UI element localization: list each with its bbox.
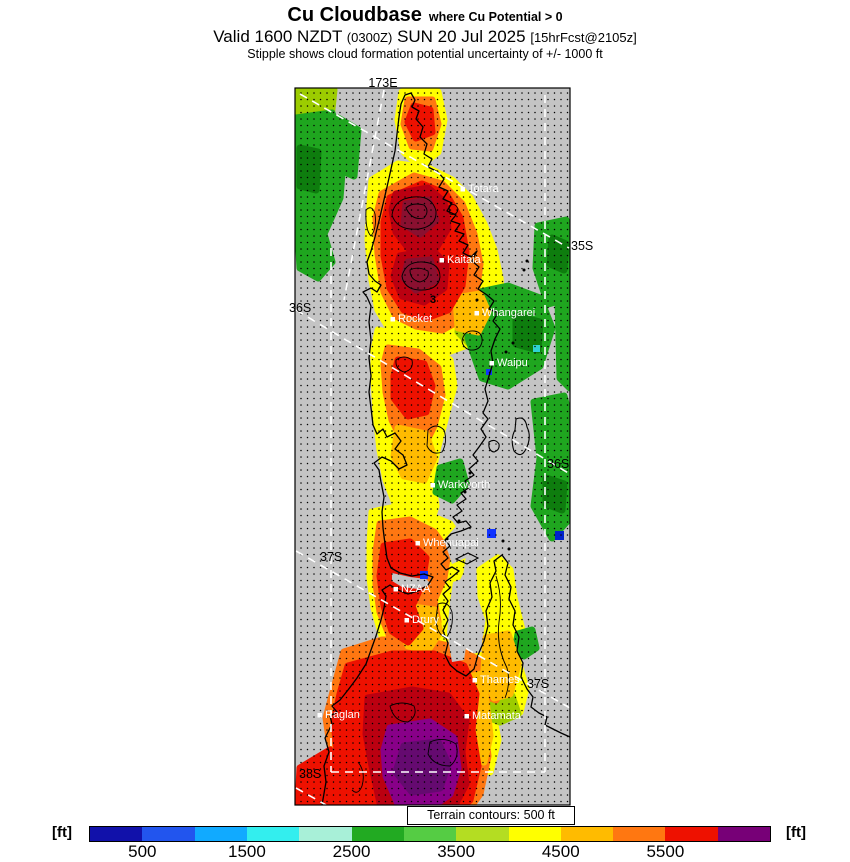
place-label: Rocket [398, 313, 432, 325]
place-label: Waipu [497, 357, 528, 369]
place-marker [489, 361, 494, 366]
valid-line: Valid 1600 NZDT (0300Z) SUN 20 Jul 2025 … [0, 27, 850, 47]
unit-label-right: [ft] [786, 824, 806, 841]
grid-label: 37S [527, 677, 549, 691]
place-label: Thames [480, 674, 520, 686]
coastline [321, 92, 570, 805]
colorbar-tick-label: 4500 [541, 842, 580, 861]
small-islands [445, 259, 529, 551]
contour-labels: 3 [430, 294, 436, 306]
grid-label: 36S [289, 301, 311, 315]
stipple-overlay [295, 88, 570, 805]
colorbar-segment [299, 827, 352, 841]
place-marker [430, 483, 435, 488]
grid-label: 173E [368, 76, 397, 90]
page-title-line: Cu Cloudbase where Cu Potential > 0 [0, 4, 850, 27]
page-title: Cu Cloudbase [287, 4, 422, 26]
contour-label: 3 [430, 294, 436, 306]
valid-prefix: Valid 1600 NZDT [213, 27, 343, 46]
grid-label: 38S [299, 767, 321, 781]
grid-label: 36S [547, 457, 569, 471]
colorbar-segment [90, 827, 143, 841]
colorbar-tick-label: 500 [128, 842, 157, 861]
colorbar-segment [560, 827, 614, 841]
valid-zulu: (0300Z) [346, 30, 393, 45]
colorbar-segment [194, 827, 247, 841]
place-marker [404, 618, 409, 623]
colorbar-segment [246, 827, 300, 841]
place-label: Whangarei [482, 307, 535, 319]
place-marker [472, 678, 477, 683]
terrain-note-box: Terrain contours: 500 ft [407, 806, 575, 825]
place-marker [393, 587, 398, 592]
place-label: Matamata [472, 710, 522, 722]
colorbar-segment [665, 827, 718, 841]
colorbar-tick-label: 5500 [646, 842, 685, 861]
title-qualifier: where Cu Potential > 0 [428, 10, 563, 24]
unit-label-left: [ft] [52, 824, 72, 841]
colorbar-segment [142, 827, 195, 841]
valid-fcst: [15hrFcst@2105z] [530, 30, 637, 45]
place-label: Warkworth [438, 479, 490, 491]
valid-date: SUN 20 Jul 2025 [397, 27, 526, 46]
place-label: Totara [468, 183, 499, 195]
place-labels: Totara Kaitaia Whangarei Rocket Waipu Warkwor… [317, 183, 535, 722]
terrain-contours [351, 196, 510, 793]
forecast-map: 3 173E 35S 36S 36S 37S 37S 38S Totara Kaitaia Wh… [289, 76, 593, 806]
map-border [294, 87, 571, 806]
place-marker [390, 317, 395, 322]
colorbar-tick-label: 1500 [228, 842, 266, 861]
place-marker [474, 311, 479, 316]
colorbar [89, 826, 771, 842]
grid-label: 35S [571, 239, 593, 253]
colorbar-segment [508, 827, 561, 841]
place-label: Whenuapai [423, 537, 479, 549]
colorbar-segment [351, 827, 404, 841]
graticule [295, 89, 570, 805]
place-marker [460, 187, 465, 192]
place-marker [439, 258, 444, 263]
colorbar-tick-label: 3500 [437, 842, 476, 861]
place-marker [464, 714, 469, 719]
colorbar-segment [613, 827, 666, 841]
colorbar-ticks: 500 1500 2500 3500 4500 5500 [90, 842, 770, 862]
colorbar-tick-label: 2500 [332, 842, 371, 861]
subtitle: Stipple shows cloud formation potential … [247, 47, 603, 61]
place-label: NZAA [401, 583, 431, 595]
place-marker [415, 541, 420, 546]
place-marker [317, 713, 322, 718]
colorbar-segment [717, 827, 771, 841]
place-label: Drury [412, 614, 439, 626]
grid-label: 37S [320, 550, 342, 564]
colorbar-segment [403, 827, 457, 841]
place-label: Raglan [325, 709, 360, 721]
place-label: Kaitaia [447, 254, 482, 266]
colorbar-segment [456, 827, 509, 841]
